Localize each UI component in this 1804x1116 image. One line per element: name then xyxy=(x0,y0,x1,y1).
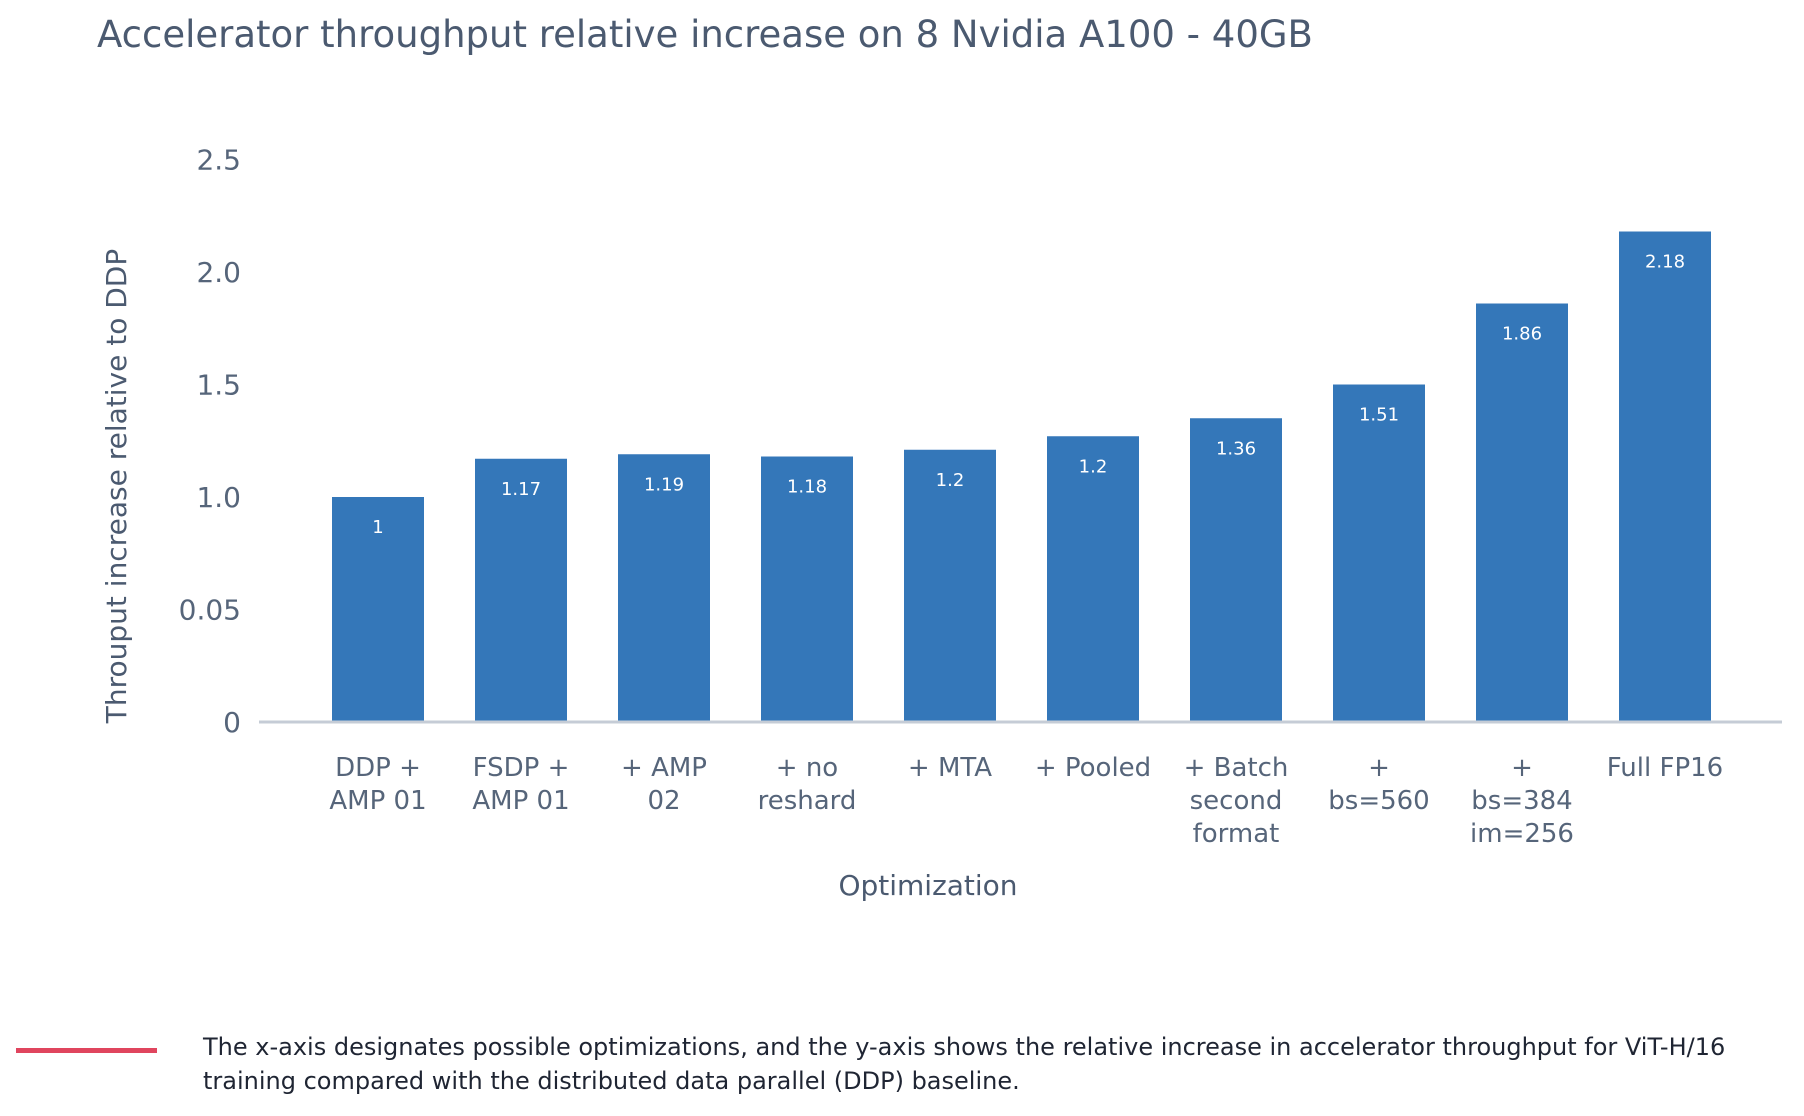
caption-accent-line xyxy=(16,1048,157,1053)
x-category-label: + Batch second format xyxy=(1184,753,1289,849)
bar xyxy=(618,454,710,722)
bar xyxy=(1333,384,1425,722)
bar-value-label: 1.36 xyxy=(1216,438,1256,459)
figure-caption: The x-axis designates possible optimizat… xyxy=(203,1033,1726,1095)
y-tick-label: 0 xyxy=(223,706,241,739)
y-tick-label: 1.5 xyxy=(196,369,241,402)
bar-value-label: 1.2 xyxy=(936,470,965,491)
y-tick-label: 0.05 xyxy=(179,594,241,627)
x-axis-label: Optimization xyxy=(838,869,1017,902)
x-category-label: + MTA xyxy=(908,753,992,783)
bar-value-label: 1.17 xyxy=(501,479,541,500)
x-axis-category-labels: DDP + AMP 01 FSDP + AMP 01 + AMP 02 + no reshar… xyxy=(329,753,1723,849)
bar xyxy=(761,456,853,722)
y-tick-label: 1.0 xyxy=(196,481,241,514)
bar-chart: Accelerator throughput relative increase… xyxy=(97,13,1782,902)
x-category-label: FSDP + AMP 01 xyxy=(472,753,569,816)
y-axis-ticks: 0 0.05 1.0 1.5 2.0 2.5 xyxy=(179,144,241,740)
bars: 1 1.17 1.19 1.18 1.2 1.2 1.36 1.51 1.86 2.18 xyxy=(332,231,1711,722)
y-tick-label: 2.0 xyxy=(196,256,241,289)
bar-value-label: 1.51 xyxy=(1359,405,1399,426)
bar xyxy=(332,497,424,722)
bar-value-label: 1.18 xyxy=(787,477,827,498)
bar-value-label: 1.86 xyxy=(1502,324,1542,345)
x-category-label: + bs=560 xyxy=(1328,753,1429,816)
y-axis-label: Throuput increase relative to DDP xyxy=(100,249,133,724)
bar xyxy=(1047,436,1139,722)
x-category-label: Full FP16 xyxy=(1607,753,1723,783)
bar xyxy=(475,458,567,722)
x-category-label: DDP + AMP 01 xyxy=(329,753,426,816)
y-tick-label: 2.5 xyxy=(196,144,241,177)
x-category-label: + AMP 02 xyxy=(621,753,707,816)
bar-value-label: 1 xyxy=(372,517,383,538)
bar xyxy=(1476,303,1568,722)
bar-value-label: 1.2 xyxy=(1079,456,1108,477)
bar xyxy=(904,449,996,722)
bar-value-label: 1.19 xyxy=(644,474,684,495)
chart-title: Accelerator throughput relative increase… xyxy=(97,13,1313,56)
bar xyxy=(1619,231,1711,722)
x-category-label: + Pooled xyxy=(1035,753,1151,783)
x-category-label: + no reshard xyxy=(758,753,857,816)
x-category-label: + bs=384 im=256 xyxy=(1470,753,1574,849)
bar xyxy=(1190,418,1282,722)
bar-value-label: 2.18 xyxy=(1645,252,1685,273)
